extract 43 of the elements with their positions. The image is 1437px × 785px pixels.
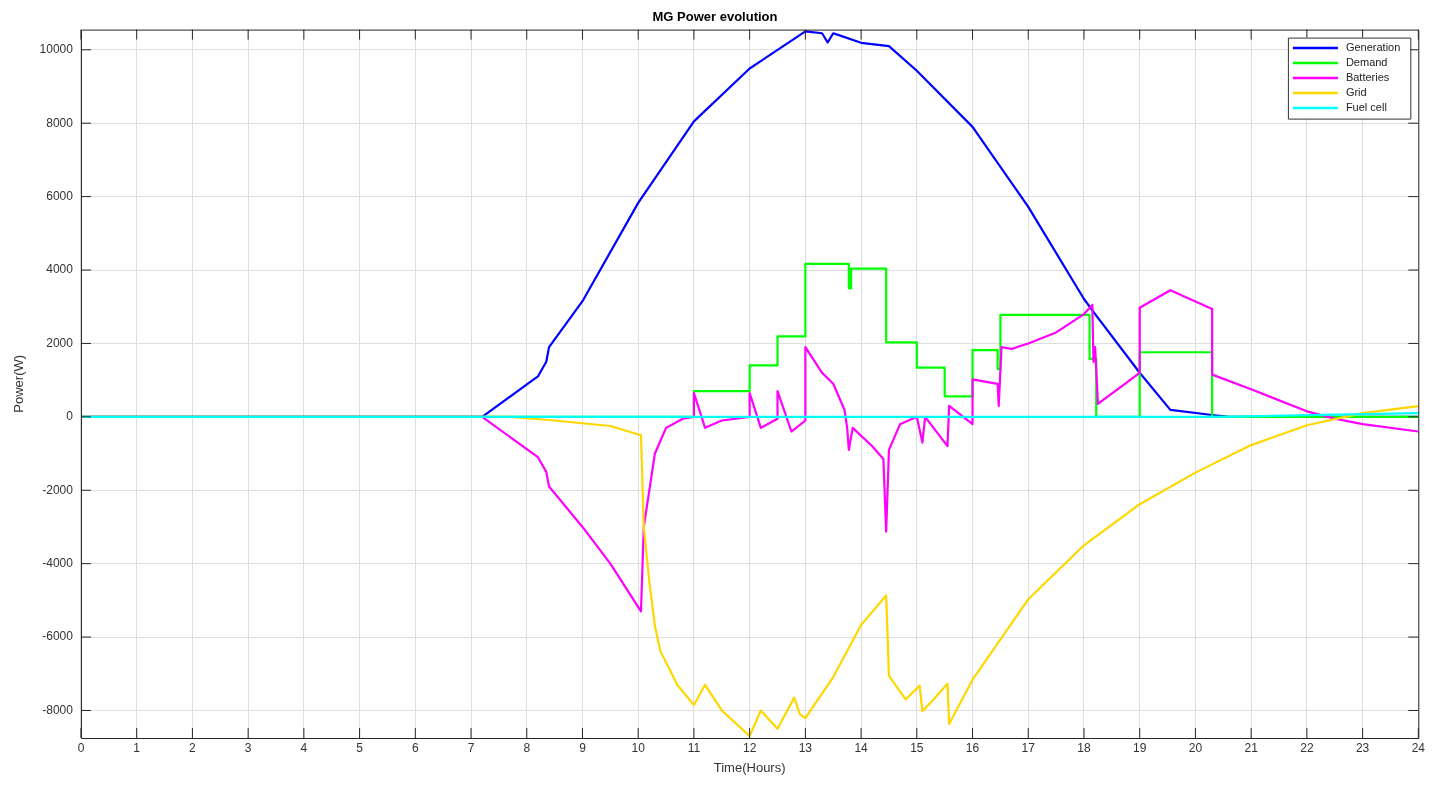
x-tick-label: 8 [523, 740, 531, 755]
x-tick-label: 0 [77, 740, 85, 755]
x-tick-label: 9 [579, 740, 587, 755]
x-tick-label: 4 [300, 740, 308, 755]
x-tick-label: 17 [1021, 740, 1036, 755]
x-axis-title: Time(Hours) [713, 759, 786, 775]
y-tick-label: -2000 [42, 482, 74, 497]
legend-label: Grid [1345, 86, 1367, 99]
x-tick-label: 15 [910, 740, 924, 755]
y-tick-label: 4000 [46, 262, 74, 277]
legend-label: Fuel cell [1345, 101, 1387, 114]
y-tick-label: -6000 [42, 629, 74, 644]
x-tick-label: 3 [244, 740, 252, 755]
y-tick-label: 8000 [46, 115, 74, 130]
x-tick-label: 5 [356, 740, 364, 755]
x-tick-label: 10 [631, 740, 646, 755]
legend-label: Demand [1345, 56, 1388, 69]
y-tick-label: -4000 [42, 555, 74, 570]
legend-label: Generation [1345, 41, 1401, 54]
y-tick-label: 10000 [39, 42, 74, 57]
x-tick-label: 20 [1188, 740, 1203, 755]
x-tick-label: 23 [1355, 740, 1370, 755]
x-tick-label: 12 [742, 740, 757, 755]
y-tick-label: 0 [66, 409, 74, 424]
x-tick-label: 22 [1300, 740, 1314, 755]
x-tick-label: 19 [1133, 740, 1147, 755]
x-tick-label: 1 [133, 740, 141, 755]
legend-label: Batteries [1345, 71, 1390, 84]
x-tick-label: 2 [189, 740, 197, 755]
x-tick-label: 13 [798, 740, 813, 755]
x-tick-label: 14 [854, 740, 869, 755]
chart-title: MG Power evolution [652, 9, 778, 25]
x-tick-label: 7 [467, 740, 475, 755]
x-tick-label: 16 [965, 740, 980, 755]
x-tick-label: 18 [1077, 740, 1091, 755]
x-tick-label: 11 [687, 740, 701, 755]
x-tick-label: 24 [1411, 740, 1426, 755]
y-tick-label: 6000 [46, 188, 74, 203]
x-tick-label: 21 [1244, 740, 1259, 755]
x-tick-label: 6 [411, 740, 419, 755]
y-tick-label: -8000 [42, 702, 74, 717]
y-axis-title: Power(W) [11, 354, 27, 413]
y-tick-label: 2000 [46, 335, 74, 350]
